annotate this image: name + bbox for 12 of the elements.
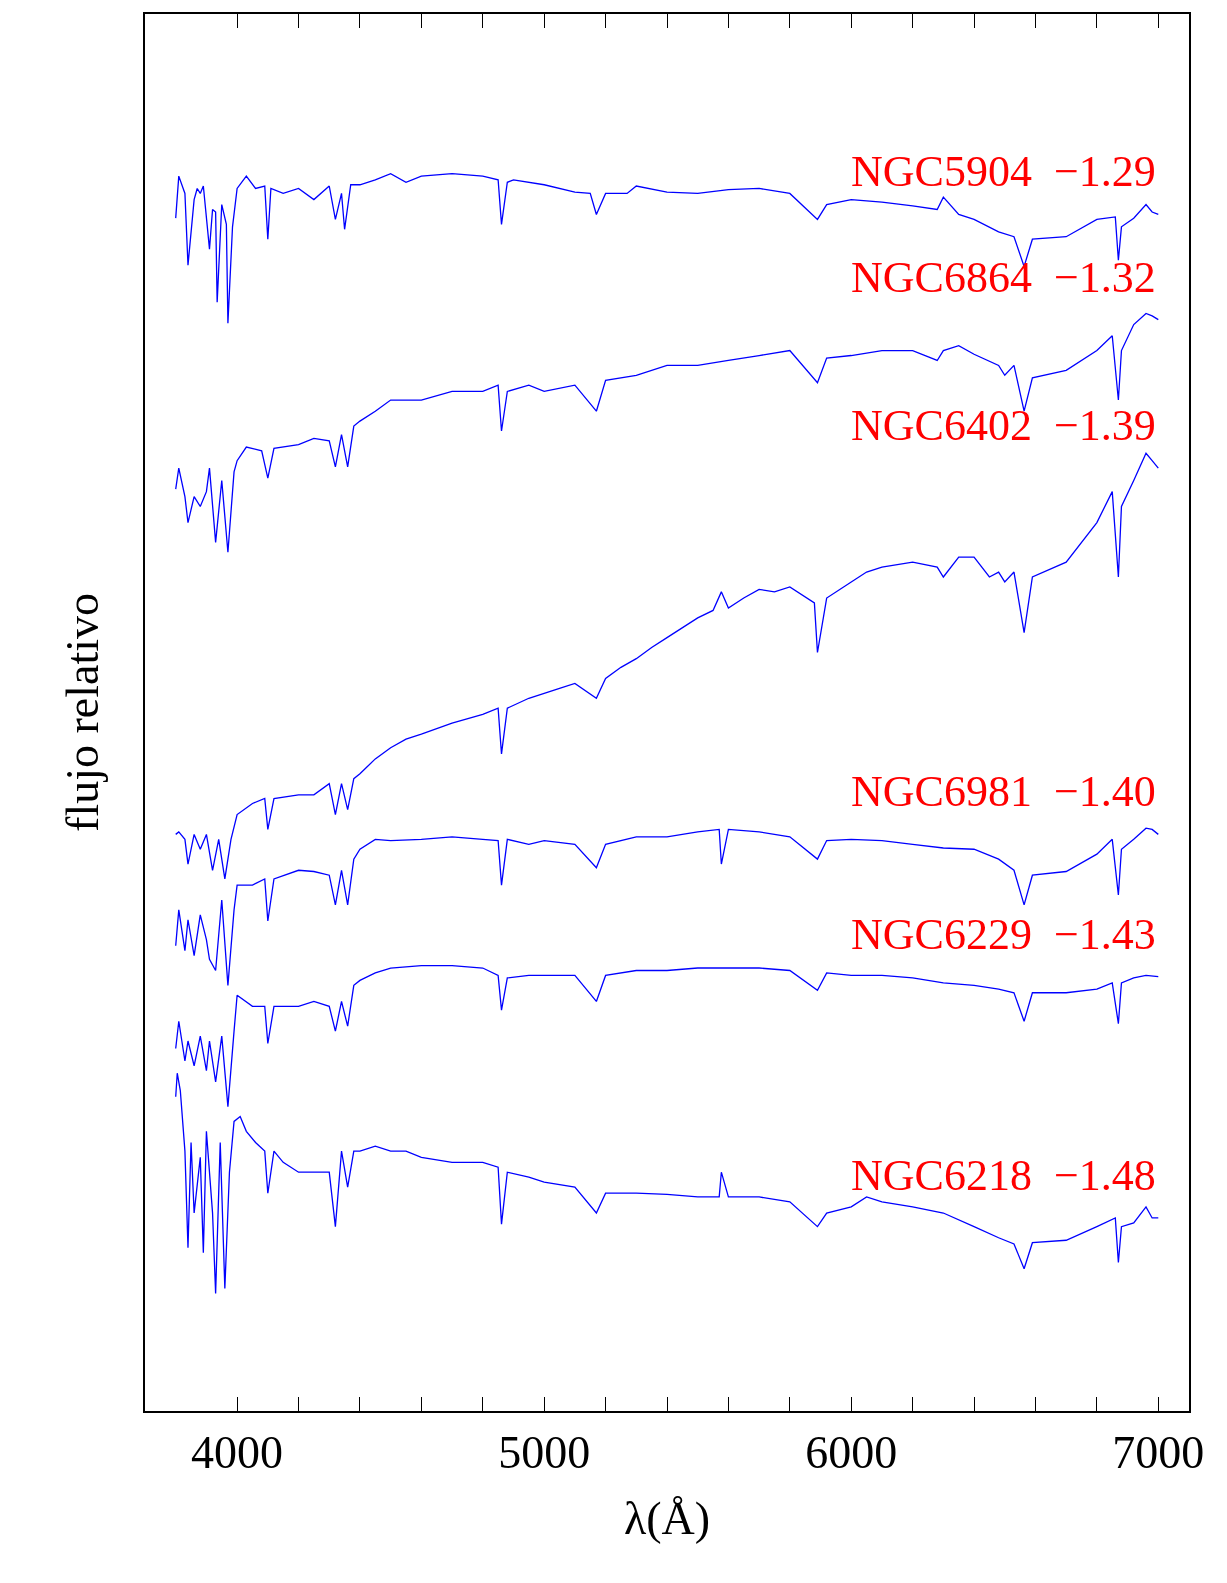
y-axis-title: flujo relativo (57, 593, 109, 832)
series-label: NGC6864 −1.32 (851, 253, 1156, 302)
series-label: NGC6218 −1.48 (851, 1151, 1156, 1200)
series-label: NGC6229 −1.43 (851, 910, 1156, 959)
x-tick-label: 7000 (1112, 1426, 1205, 1478)
series-label: NGC6981 −1.40 (851, 767, 1156, 816)
series-label: NGC6402 −1.39 (851, 401, 1156, 450)
x-axis-title: λ(Å) (623, 1493, 711, 1545)
x-tick-label: 4000 (191, 1426, 284, 1478)
x-tick-label: 6000 (805, 1426, 898, 1478)
x-tick-label: 5000 (498, 1426, 591, 1478)
series-label: NGC5904 −1.29 (851, 147, 1156, 196)
